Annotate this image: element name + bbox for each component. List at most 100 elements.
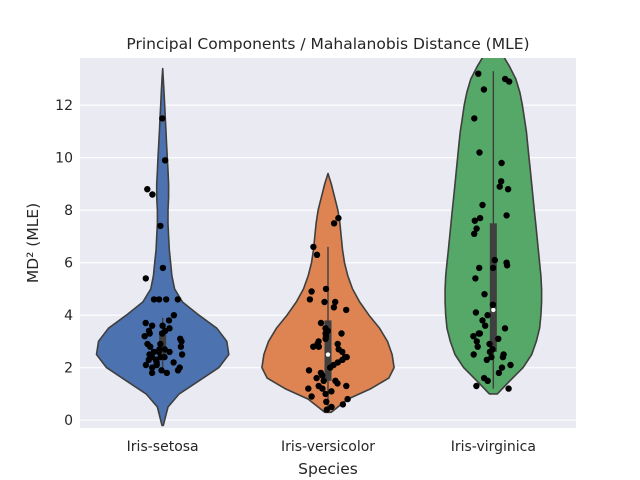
- x-tick-labels: Iris-setosa Iris-versicolor Iris-virginica: [127, 439, 536, 455]
- data-point: [475, 70, 482, 77]
- data-point: [482, 322, 489, 329]
- data-point: [491, 256, 498, 264]
- data-point: [310, 343, 317, 350]
- y-tick-label: 8: [64, 203, 73, 219]
- y-tick-labels: 0 2 4 6 8 10 12: [55, 98, 73, 429]
- data-point: [471, 115, 478, 122]
- data-point: [489, 264, 497, 272]
- data-point: [177, 343, 185, 350]
- data-point: [155, 296, 163, 303]
- median-marker: [491, 307, 496, 313]
- iqr-box: [324, 320, 332, 381]
- y-tick-label: 0: [64, 413, 73, 429]
- data-point: [161, 353, 168, 361]
- data-point: [496, 183, 503, 190]
- data-point: [313, 374, 320, 382]
- data-point: [170, 359, 177, 366]
- data-point: [170, 312, 178, 319]
- data-point: [338, 330, 345, 337]
- chart-title: Principal Components / Mahalanobis Dista…: [126, 35, 529, 53]
- data-point: [142, 361, 150, 369]
- data-point: [501, 325, 509, 332]
- data-point: [149, 191, 156, 198]
- data-point: [322, 285, 330, 293]
- data-point: [503, 212, 510, 219]
- data-point: [498, 178, 505, 185]
- data-point: [159, 322, 166, 329]
- data-point: [317, 319, 325, 327]
- y-tick-label: 12: [55, 98, 73, 114]
- data-point: [323, 406, 330, 413]
- data-point: [146, 330, 153, 337]
- data-point: [141, 333, 148, 340]
- data-point: [472, 275, 479, 282]
- data-point: [158, 367, 165, 374]
- data-point: [483, 356, 490, 363]
- data-point: [476, 214, 484, 222]
- violins: [95, 58, 543, 427]
- data-point: [330, 304, 338, 311]
- data-point: [476, 264, 483, 272]
- data-point: [344, 395, 351, 403]
- data-point: [471, 230, 478, 237]
- data-point: [157, 222, 164, 230]
- data-point: [472, 309, 480, 316]
- y-tick-label: 4: [64, 308, 73, 324]
- data-point: [498, 159, 505, 167]
- data-point: [165, 317, 173, 324]
- data-point: [144, 186, 151, 193]
- data-point: [507, 361, 514, 369]
- data-point: [486, 348, 494, 356]
- data-point: [155, 348, 162, 356]
- data-point: [310, 243, 317, 251]
- y-axis-label: MD² (MLE): [24, 203, 42, 283]
- data-point: [305, 385, 312, 392]
- data-point: [323, 398, 330, 405]
- data-point: [343, 306, 350, 314]
- data-point: [163, 296, 170, 303]
- data-point: [473, 338, 480, 345]
- data-point: [484, 377, 491, 384]
- data-point: [328, 388, 335, 395]
- data-point: [142, 319, 149, 327]
- data-point: [339, 348, 346, 356]
- data-point: [330, 220, 338, 227]
- data-point: [473, 382, 480, 390]
- data-point: [476, 149, 483, 156]
- data-point: [480, 86, 488, 93]
- data-point: [163, 369, 170, 377]
- data-point: [343, 382, 350, 390]
- data-point: [498, 364, 506, 371]
- iqr-box: [489, 223, 497, 352]
- data-point: [505, 385, 512, 392]
- data-point: [306, 296, 314, 303]
- x-tick-label: Iris-virginica: [451, 439, 536, 455]
- data-point: [503, 262, 511, 269]
- data-point: [476, 330, 484, 337]
- data-point: [308, 288, 315, 295]
- data-point: [470, 333, 477, 340]
- violin-iris-setosa: [95, 67, 230, 427]
- data-point: [332, 298, 339, 306]
- data-point: [322, 390, 329, 398]
- data-point: [148, 369, 156, 377]
- data-point: [305, 367, 313, 374]
- data-point: [159, 264, 167, 272]
- data-point: [489, 301, 497, 308]
- y-tick-label: 10: [55, 151, 73, 167]
- data-point: [506, 78, 513, 85]
- data-point: [474, 343, 481, 350]
- data-point: [471, 217, 478, 224]
- x-tick-label: Iris-setosa: [127, 439, 199, 455]
- data-point: [486, 340, 493, 348]
- data-point: [479, 317, 486, 324]
- data-point: [484, 312, 491, 319]
- data-point: [308, 393, 315, 400]
- data-point: [174, 296, 181, 303]
- data-point: [313, 251, 321, 258]
- y-tick-label: 2: [64, 361, 73, 377]
- data-point: [147, 343, 154, 350]
- data-point: [320, 377, 327, 384]
- x-tick-label: Iris-versicolor: [281, 439, 375, 455]
